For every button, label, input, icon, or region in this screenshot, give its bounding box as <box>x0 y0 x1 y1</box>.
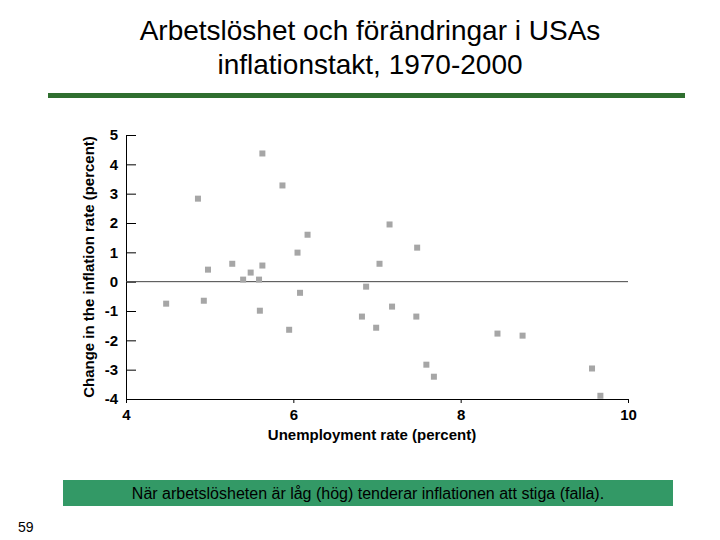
y-tick: -1 <box>105 302 136 319</box>
plot-area <box>126 150 628 398</box>
x-axis: 4 6 8 10 <box>122 399 637 423</box>
y-tick-mark <box>126 164 136 165</box>
point <box>240 277 246 283</box>
point <box>163 301 169 307</box>
point <box>201 298 207 304</box>
point <box>205 267 211 273</box>
y-tick: -4 <box>105 390 136 407</box>
point <box>297 290 303 296</box>
y-tick-label: 5 <box>110 126 118 143</box>
y-tick-mark <box>126 370 136 371</box>
slide: Arbetslöshet och förändringar i USAsinfl… <box>0 0 720 540</box>
caption: När arbetslösheten är låg (hög) tenderar… <box>132 485 604 502</box>
y-tick-label: 2 <box>110 214 118 231</box>
y-tick: 3 <box>110 185 136 202</box>
y-tick-mark <box>126 311 136 312</box>
point <box>295 250 301 256</box>
x-tick: 4 <box>122 399 131 423</box>
caption-box <box>63 480 673 506</box>
point <box>248 270 254 276</box>
title-rule <box>48 93 685 98</box>
y-tick-label: 4 <box>110 156 119 173</box>
point <box>431 374 437 380</box>
y-tick-label: 1 <box>110 244 118 261</box>
point <box>257 308 263 314</box>
point <box>259 263 265 269</box>
page-number: 59 <box>18 519 34 535</box>
point <box>279 182 285 188</box>
point <box>589 365 595 371</box>
point <box>286 327 292 333</box>
y-tick-label: -4 <box>105 390 119 407</box>
point <box>363 284 369 290</box>
y-axis: -4 -3 -2 -1 0 1 2 3 4 5 <box>105 126 136 407</box>
title-line: Arbetslöshet och förändringar i USAs <box>140 15 601 46</box>
y-tick-label: 0 <box>110 273 118 290</box>
point <box>597 393 603 399</box>
point <box>259 150 265 156</box>
x-tick: 6 <box>290 399 298 423</box>
x-axis-title: Unemployment rate (percent) <box>268 426 476 443</box>
y-tick: -2 <box>105 332 136 349</box>
x-tick-label: 6 <box>290 406 298 423</box>
point <box>359 314 365 320</box>
x-tick: 10 <box>620 399 637 423</box>
point <box>305 232 311 238</box>
y-tick-mark <box>126 223 136 224</box>
y-tick-label: 3 <box>110 185 118 202</box>
x-tick: 8 <box>457 399 465 423</box>
point <box>414 245 420 251</box>
y-tick-label: -2 <box>105 332 118 349</box>
x-tick-mark <box>461 399 462 403</box>
point <box>256 277 262 283</box>
x-tick-label: 10 <box>620 406 637 423</box>
y-tick-mark <box>126 252 136 253</box>
point <box>389 304 395 310</box>
y-tick-mark <box>126 135 136 136</box>
y-axis-title: Change in the inflation rate (percent) <box>80 136 97 398</box>
x-tick-mark <box>628 399 629 403</box>
y-tick: 5 <box>110 126 136 143</box>
title: Arbetslöshet och förändringar i USAsinfl… <box>140 15 601 80</box>
reference-line <box>126 281 628 282</box>
point <box>229 261 235 267</box>
point <box>387 221 393 227</box>
y-tick: 1 <box>110 244 136 261</box>
point <box>520 333 526 339</box>
y-tick: -3 <box>105 361 136 378</box>
y-tick-mark <box>126 194 136 195</box>
point <box>377 261 383 267</box>
y-axis-line <box>126 136 127 400</box>
title-line: inflationstakt, 1970-2000 <box>217 49 522 80</box>
y-tick-label: -3 <box>105 361 118 378</box>
x-tick-mark <box>293 399 294 403</box>
x-tick-mark <box>126 399 127 403</box>
x-tick-label: 4 <box>122 406 131 423</box>
point <box>373 325 379 331</box>
point <box>195 196 201 202</box>
point <box>423 362 429 368</box>
point <box>413 314 419 320</box>
y-tick: 2 <box>110 214 136 231</box>
x-axis-line <box>127 399 629 400</box>
y-tick-mark <box>126 340 136 341</box>
y-tick: 4 <box>110 156 136 173</box>
x-tick-label: 8 <box>457 406 465 423</box>
y-tick-label: -1 <box>105 302 118 319</box>
point <box>494 331 500 337</box>
